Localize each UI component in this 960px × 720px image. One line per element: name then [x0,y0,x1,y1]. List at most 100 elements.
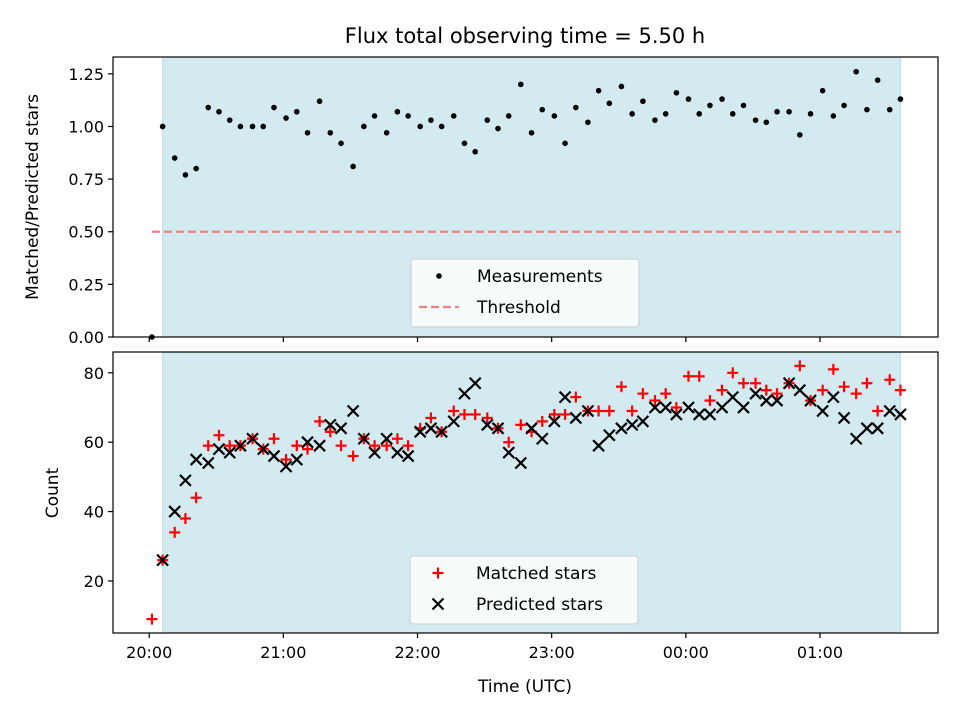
predicted-stars-point-18 [357,432,371,446]
measurements-point-42 [618,83,625,90]
matched-stars-point-67 [894,384,906,396]
measurements-point-6 [216,108,222,115]
measurements-point-29 [472,148,478,155]
count-y-tick-label-1: 40 [84,503,104,522]
predicted-stars-point-61 [837,411,851,425]
measurements-point-9 [249,123,256,130]
predicted-stars-point-10 [267,449,281,463]
matched-stars-point-63 [850,388,862,400]
predicted-stars-point-59 [816,404,829,418]
matched-stars-point-40 [593,405,605,417]
measurements-point-24 [417,123,423,130]
matched-stars-point-5 [202,440,214,452]
ratio-y-tick-label-4: 1.00 [68,117,104,136]
legend-label-threshold: Threshold [476,298,561,318]
matched-stars-point-3 [179,513,191,525]
ratio-y-tick-label-5: 1.25 [68,65,104,84]
measurements-point-43 [629,111,635,117]
matched-stars-point-0 [146,613,158,625]
ratio-y-axis-label: Matched/Predicted stars [23,94,43,300]
matched-stars-point-13 [291,440,303,452]
matched-stars-point-21 [381,440,393,452]
ratio-plot-frame [112,56,939,338]
predicted-stars-point-39 [592,439,605,452]
predicted-stars-point-14 [313,439,326,452]
count-plot-frame [112,351,939,634]
matched-stars-point-60 [817,384,829,396]
predicted-stars-point-41 [615,422,628,435]
measurements-point-27 [450,113,457,119]
matched-stars-point-16 [324,426,336,438]
predicted-stars-point-34 [535,432,549,446]
predicted-stars-point-13 [301,435,314,449]
measurements-point-67 [897,96,904,102]
predicted-stars-point-3 [189,453,203,466]
measurements-point-30 [484,117,491,123]
predicted-stars-point-38 [581,404,595,418]
measurements-point-49 [696,111,703,117]
matched-stars-point-20 [369,440,381,452]
predicted-stars-point-36 [558,390,572,404]
matched-stars-point-52 [727,367,739,379]
measurements-point-59 [807,111,814,117]
chart-title: Flux total observing time = 5.50 h [345,24,705,48]
measurements-point-28 [461,140,468,147]
matched-stars-point-61 [827,363,839,375]
predicted-stars-point-53 [749,387,762,400]
predicted-stars-point-40 [603,428,616,442]
predicted-stars-point-54 [760,394,773,407]
measurements-point-19 [361,123,367,130]
predicted-stars-point-62 [849,432,863,446]
count-legend-box [409,555,639,625]
matched-stars-point-6 [213,429,225,441]
matched-stars-point-55 [760,384,772,396]
matched-stars-point-14 [302,443,314,455]
predicted-stars-point-4 [201,456,215,470]
matched-stars-point-62 [838,381,850,393]
predicted-stars-point-16 [334,422,348,435]
ratio-legend-box [410,258,640,328]
measurements-point-1 [159,123,166,130]
measurements-point-18 [350,163,356,170]
measurements-point-35 [539,106,546,113]
matched-stars-point-22 [391,433,403,445]
predicted-stars-point-5 [212,442,226,456]
matched-stars-point-32 [503,436,515,448]
measurements-point-3 [182,172,189,178]
matched-stars-point-53 [737,377,749,389]
predicted-stars-point-15 [324,418,337,432]
legend-predicted-stars-point-handle [431,597,445,611]
ratio-legend: Measurements Threshold [410,258,640,328]
matched-stars-point-64 [861,377,873,389]
measurements-series [149,68,904,340]
measurements-point-64 [864,106,870,113]
matched-stars-point-65 [872,405,884,417]
measurements-point-10 [260,123,267,130]
matched-stars-point-23 [402,440,414,452]
matched-stars-point-7 [224,440,236,452]
measurements-point-7 [226,117,233,123]
matched-stars-point-45 [649,395,661,407]
ratio-y-tick-label-2: 0.50 [68,223,104,242]
matched-stars-point-43 [626,405,638,417]
measurements-point-26 [438,123,445,130]
measurements-point-21 [383,129,390,136]
matched-stars-point-50 [704,395,716,407]
measurements-point-16 [327,129,334,136]
predicted-stars-point-19 [368,446,381,459]
matched-stars-point-66 [884,374,896,386]
measurements-point-38 [573,104,579,111]
legend-label-predicted-stars: Predicted stars [476,595,603,615]
matched-stars-point-30 [481,412,493,424]
matched-stars-point-12 [280,454,292,466]
predicted-stars-point-65 [883,404,896,418]
predicted-stars-point-57 [793,383,807,397]
measurements-point-65 [874,77,881,83]
matched-stars-point-2 [169,526,181,538]
measurements-point-23 [405,113,411,119]
measurements-point-51 [719,96,725,102]
legend-label-matched-stars: Matched stars [476,564,596,584]
x-tick-label-0: 20:00 [126,643,172,662]
measurements-point-45 [652,117,658,123]
